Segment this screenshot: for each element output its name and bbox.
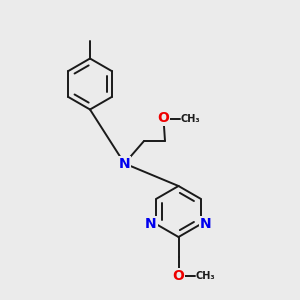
Text: N: N bbox=[200, 217, 212, 231]
Text: O: O bbox=[172, 269, 184, 283]
Text: O: O bbox=[158, 112, 169, 125]
Text: N: N bbox=[145, 217, 157, 231]
Text: N: N bbox=[119, 157, 130, 170]
Text: CH₃: CH₃ bbox=[181, 113, 200, 124]
Text: CH₃: CH₃ bbox=[196, 271, 215, 281]
